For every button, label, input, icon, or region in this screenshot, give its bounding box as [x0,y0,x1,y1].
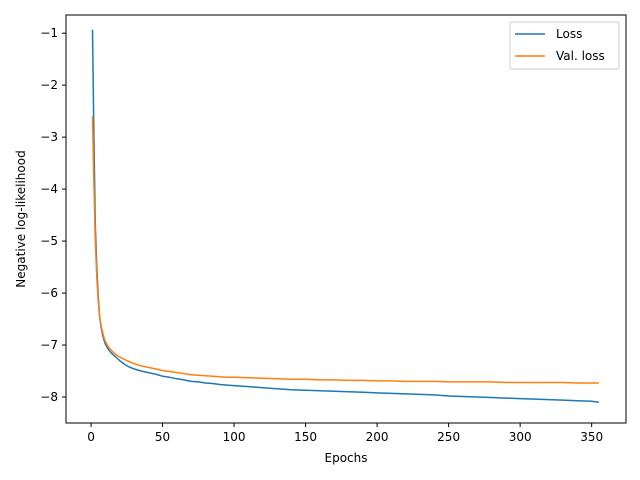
series-layer [91,29,599,403]
plot-area [66,15,626,423]
y-tick-label: −6 [40,286,58,300]
series-line-loss [91,29,599,403]
legend-label-val-loss: Val. loss [556,49,605,63]
y-tick-label: −5 [40,234,58,248]
x-tick-label: 150 [294,430,317,444]
x-tick-label: 350 [580,430,603,444]
plot-frame [65,14,627,424]
y-tick-label: −3 [40,130,58,144]
axes-layer [65,14,627,424]
y-tick-label: −4 [40,182,58,196]
x-tick-label: 300 [509,430,532,444]
x-tick-label: 200 [366,430,389,444]
ticks-layer: 0 50 100 150 200 250 300 350 −1 −2 −3 −4 −5 −6 −7 −8 [40,26,603,444]
x-tick-label: 50 [155,430,170,444]
y-tick-label: −7 [40,338,58,352]
x-tick-label: 0 [87,430,95,444]
y-tick-label: −2 [40,78,58,92]
legend-label-loss: Loss [556,27,582,41]
x-tick-label: 100 [223,430,246,444]
y-tick-label: −1 [40,26,58,40]
y-axis-label: Negative log-likelihood [14,150,28,287]
x-axis-label: Epochs [325,451,368,465]
y-tick-label: −8 [40,390,58,404]
legend: Loss Val. loss [509,21,620,70]
series-line-val-loss [91,116,599,384]
x-tick-label: 250 [437,430,460,444]
